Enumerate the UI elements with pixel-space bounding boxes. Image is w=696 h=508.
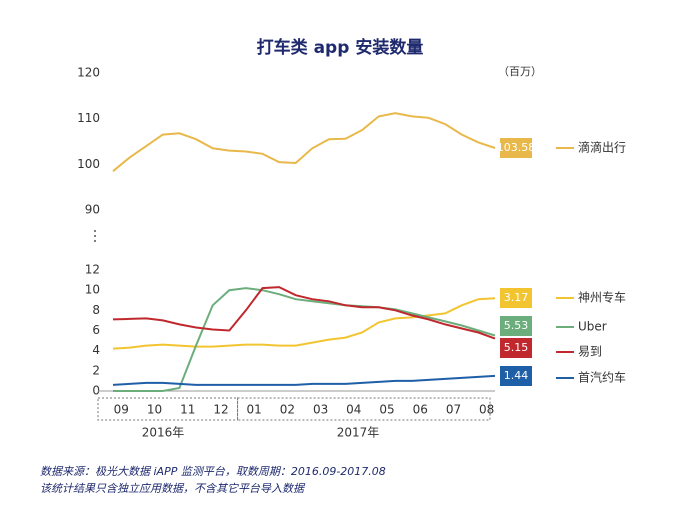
x-tick-label: 12 — [213, 403, 228, 417]
x-tick-label: 02 — [280, 403, 295, 417]
x-tick-label: 04 — [346, 403, 361, 417]
series-line — [112, 374, 496, 386]
note: 数据来源：极光大数据 iAPP 监测平台，取数周期：2016.09-2017.0… — [40, 465, 386, 478]
end-label-box — [500, 316, 532, 336]
end-label: 1.44 — [504, 369, 529, 382]
y-tick-label: 0 — [92, 384, 100, 398]
end-label-box — [500, 288, 532, 308]
y-tick-label: 10 — [85, 283, 100, 297]
series-line — [112, 112, 496, 172]
x-tick-label: 08 — [479, 403, 494, 417]
x-tick-label: 05 — [379, 403, 394, 417]
x-tick-label: 09 — [114, 403, 129, 417]
legend-label: Uber — [578, 320, 607, 334]
note: 该统计结果只含独立应用数据，不含其它平台导入数据 — [40, 482, 306, 495]
series-line — [112, 297, 496, 350]
series-line — [113, 287, 496, 392]
y-tick-label: 120 — [77, 66, 100, 80]
axis-break — [94, 230, 96, 242]
x-tick-label: 06 — [413, 403, 428, 417]
end-label-box — [500, 138, 532, 158]
end-label-box — [500, 338, 532, 358]
end-label: 3.17 — [504, 291, 529, 304]
legend-label: 易到 — [578, 345, 602, 359]
legend-label: 滴滴出行 — [578, 140, 626, 155]
chart-title: 打车类 app 安装数量 — [257, 37, 424, 58]
y-tick-label: 4 — [92, 343, 100, 357]
y-tick-label: 12 — [85, 263, 100, 277]
year-label: 2017年 — [337, 426, 380, 440]
y-tick-label: 6 — [92, 323, 100, 337]
y-tick-label: 100 — [77, 157, 100, 171]
x-tick-label: 10 — [147, 403, 162, 417]
end-label: 5.15 — [504, 341, 529, 354]
end-label: 5.53 — [504, 319, 529, 332]
x-group-box — [237, 397, 491, 421]
x-group-box — [97, 397, 239, 421]
series-line — [112, 286, 496, 340]
unit-label: （百万） — [498, 65, 542, 78]
x-tick-label: 07 — [446, 403, 461, 417]
end-label: 103.58 — [497, 141, 536, 154]
x-tick-label: 03 — [313, 403, 328, 417]
end-label-box — [500, 366, 532, 386]
y-tick-label: 110 — [77, 111, 100, 125]
x-tick-label: 11 — [180, 403, 195, 417]
legend-label: 首汽约车 — [578, 370, 626, 385]
y-tick-label: 2 — [92, 363, 100, 377]
x-tick-label: 01 — [247, 403, 262, 417]
y-tick-label: 90 — [85, 203, 100, 217]
legend-label: 神州专车 — [578, 290, 626, 305]
y-tick-label: 8 — [92, 303, 100, 317]
year-label: 2016年 — [142, 426, 185, 440]
